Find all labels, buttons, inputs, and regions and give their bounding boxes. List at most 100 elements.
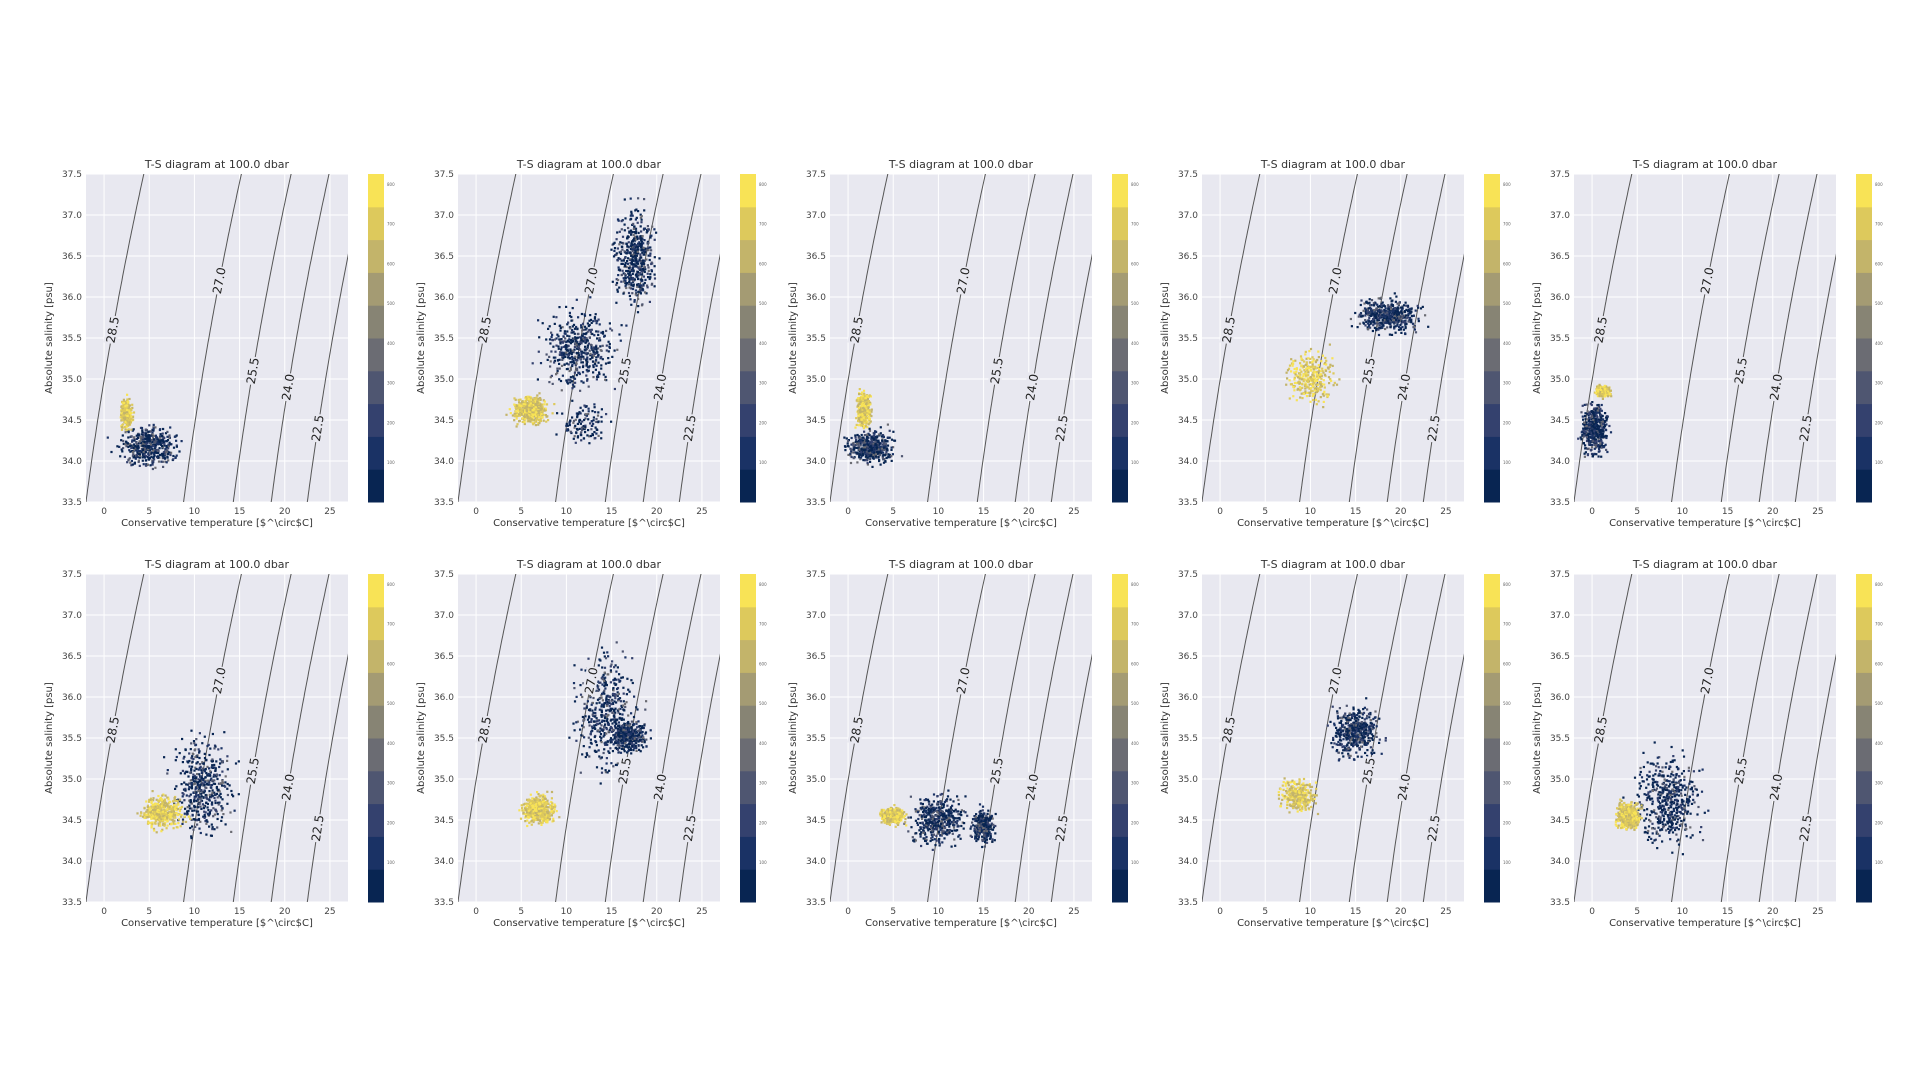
data-point [527,414,530,417]
data-point [576,369,579,372]
data-point [1297,376,1300,379]
data-point [633,242,636,245]
data-point [1600,433,1603,436]
data-point [584,413,587,416]
data-point [589,352,592,355]
y-tick-label: 37.0 [434,211,454,221]
data-point [1421,305,1424,308]
data-point [546,358,549,361]
data-point [639,235,642,238]
data-point [534,408,538,411]
data-point [1306,365,1309,368]
data-point [1597,455,1600,458]
data-point [1405,317,1408,320]
contour-label-bg [953,265,972,296]
data-point [1305,357,1308,360]
data-point [610,329,614,332]
data-point [862,423,865,426]
density-contour [1014,174,1074,502]
data-point [616,218,620,221]
data-point [640,265,643,268]
data-point [157,449,160,452]
data-point [1586,447,1589,451]
data-point [626,248,629,252]
data-point [508,408,511,411]
data-point [858,420,861,423]
data-point [1300,392,1303,395]
data-point [586,346,589,349]
data-point [861,404,864,408]
data-point [1592,418,1595,421]
data-point [623,198,626,201]
data-point [1593,452,1596,455]
data-point [593,347,596,350]
data-point [597,318,600,321]
data-point [608,346,611,349]
data-point [1601,434,1604,437]
data-point [1405,304,1408,307]
data-point [1357,315,1360,318]
data-point [564,346,568,349]
data-point [153,449,156,452]
data-point [577,413,580,416]
data-point [559,326,562,329]
data-point [637,274,640,277]
data-point [157,452,160,455]
data-point [519,398,522,401]
data-point [1298,380,1301,383]
data-point [1373,304,1376,307]
data-point [1378,305,1381,308]
data-point [593,363,597,366]
data-point [1413,325,1416,328]
data-point [635,275,638,278]
data-point [161,438,164,441]
density-contour [1794,253,1836,502]
data-point [128,404,131,407]
contour-label-bg [847,314,866,345]
data-point [525,414,528,417]
data-point [1302,375,1305,378]
data-point [571,383,575,386]
data-point [644,251,647,254]
data-point [1591,421,1594,424]
data-point [581,350,584,353]
data-point [640,270,643,273]
data-point [597,421,600,424]
data-point [1393,325,1396,328]
data-point [1592,417,1595,420]
data-point [578,344,581,347]
data-point [1400,322,1403,325]
data-point [858,413,861,416]
data-point [547,327,550,330]
data-point [513,412,516,415]
data-point [868,401,871,404]
data-point [631,272,634,275]
data-point [869,395,872,398]
data-point [637,297,640,301]
data-point [868,394,871,397]
data-point [175,454,178,457]
panel-title: T-S diagram at 100.0 dbar [516,158,662,171]
data-point [558,362,561,365]
data-point [515,407,518,410]
data-point [1309,400,1312,403]
contour-label-group: 24.0 [1023,372,1041,402]
data-point [565,422,568,425]
data-point [845,437,848,440]
data-point [513,419,516,422]
data-point [595,356,598,359]
colorbar-segment [740,469,756,503]
data-point [567,321,570,324]
data-point [168,434,171,437]
data-point [126,398,129,401]
data-point [140,441,143,444]
data-point [150,455,153,458]
data-point [591,432,594,436]
data-point [522,410,525,413]
data-point [593,352,596,355]
data-point [1286,377,1289,380]
data-point [1586,418,1589,421]
data-point [633,231,636,234]
data-point [148,440,151,443]
data-point [150,445,153,448]
